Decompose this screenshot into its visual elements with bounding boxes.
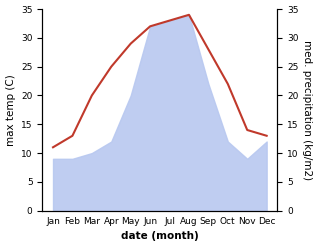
X-axis label: date (month): date (month) <box>121 231 199 242</box>
Y-axis label: med. precipitation (kg/m2): med. precipitation (kg/m2) <box>302 40 313 180</box>
Y-axis label: max temp (C): max temp (C) <box>5 74 16 146</box>
